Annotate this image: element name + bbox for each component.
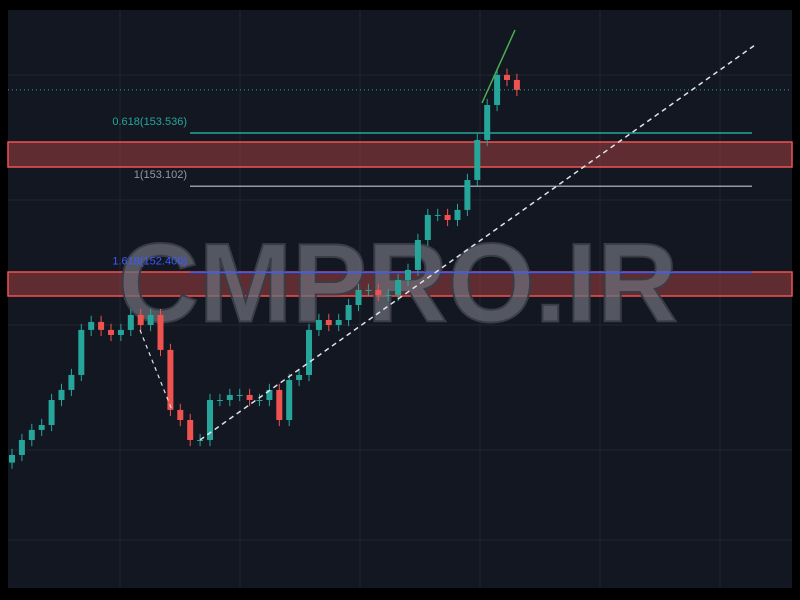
candle-body	[147, 314, 154, 326]
candle-body	[9, 454, 15, 463]
candle-body	[395, 279, 402, 295]
pattern-line	[139, 329, 173, 411]
candle-body	[315, 319, 322, 330]
candle-body	[177, 409, 184, 420]
candle-body	[266, 389, 273, 400]
candle-body	[58, 389, 65, 400]
candle-body	[375, 289, 382, 295]
candle-body	[98, 321, 105, 330]
zone	[7, 141, 793, 168]
candle-body	[236, 394, 243, 396]
candle-body	[474, 139, 481, 180]
trend-line	[199, 44, 756, 441]
candle-body	[484, 104, 491, 140]
chart-area	[8, 10, 792, 588]
candle-body	[335, 319, 342, 326]
candle-body	[434, 214, 441, 216]
candle-body	[167, 349, 174, 410]
candles	[8, 68, 792, 469]
candle-body	[157, 314, 164, 350]
candle-body	[108, 329, 114, 335]
candle-body	[365, 289, 372, 291]
candle-body	[127, 314, 134, 330]
candle-body	[454, 209, 461, 220]
level-label: 1.618(152.400)	[112, 255, 187, 267]
candle-body	[276, 389, 283, 420]
candle-body	[88, 321, 95, 330]
candle-body	[513, 79, 520, 90]
candle-body	[117, 329, 124, 335]
candle-body	[355, 289, 362, 306]
candle-body	[246, 394, 253, 400]
candle-body	[137, 314, 144, 326]
candle-body	[207, 399, 213, 441]
candle-body	[28, 429, 35, 441]
candle-body	[78, 329, 85, 375]
candle-body	[424, 214, 431, 240]
candle-body	[68, 374, 75, 390]
fib-levels: 0.618(153.536) 1(153.102) 1.618(152.400)	[112, 116, 752, 274]
candle-body	[38, 425, 45, 430]
candle-body	[444, 214, 451, 220]
candle-body	[216, 399, 223, 401]
candle-body	[306, 329, 312, 375]
candle-body	[504, 74, 510, 80]
level-label: 0.618(153.536)	[112, 116, 187, 128]
candle-body	[494, 74, 501, 105]
level-label: 1(153.102)	[134, 169, 187, 181]
candle-body	[414, 239, 421, 270]
candle-body	[385, 294, 392, 296]
candle-body	[405, 269, 411, 280]
candle-body	[197, 440, 204, 442]
candle-body	[464, 179, 471, 210]
candle-body	[48, 399, 55, 426]
candle-body	[325, 319, 332, 326]
candle-body	[226, 394, 233, 400]
candle-body	[296, 374, 303, 380]
candle-body	[187, 419, 194, 441]
candle-body	[345, 305, 352, 320]
candle-body	[18, 440, 25, 455]
channel-line	[481, 29, 516, 104]
candle-body	[286, 379, 293, 420]
candle-body	[256, 399, 263, 401]
